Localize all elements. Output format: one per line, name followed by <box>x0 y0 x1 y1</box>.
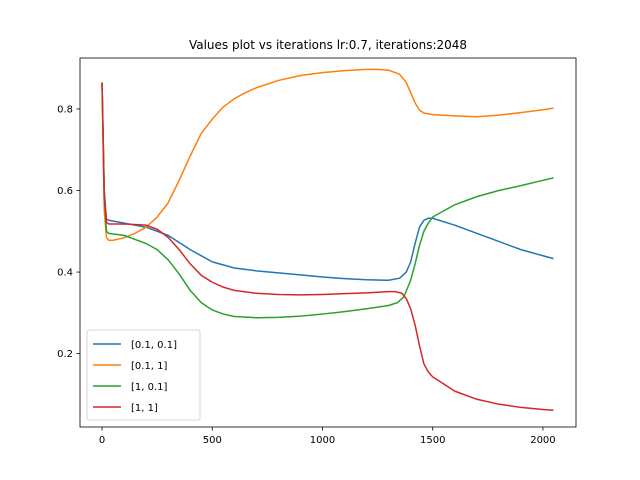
x-tick-label: 500 <box>203 435 222 446</box>
series-line-3 <box>101 82 554 412</box>
series-line-1 <box>101 68 554 242</box>
y-tick-label: 0.2 <box>57 349 73 360</box>
legend-label: [0.1, 1] <box>131 361 168 372</box>
y-axis: 0.2 0.4 0.6 0.8 <box>57 104 80 360</box>
x-tick-label: 2000 <box>530 435 555 446</box>
legend-box <box>86 329 201 421</box>
series-group <box>101 68 554 412</box>
x-axis: 0 500 1000 1500 2000 <box>99 427 556 446</box>
series-line-2 <box>101 82 554 319</box>
legend-label: [1, 0.1] <box>131 382 168 393</box>
y-tick-label: 0.6 <box>57 186 73 197</box>
y-tick-label: 0.8 <box>57 104 73 115</box>
y-tick-label: 0.4 <box>57 268 73 279</box>
chart-title: Values plot vs iterations lr:0.7, iterat… <box>189 38 467 52</box>
x-tick-label: 1000 <box>310 435 335 446</box>
x-tick-label: 0 <box>99 435 105 446</box>
axes-frame <box>79 57 577 428</box>
legend: [0.1, 0.1] [0.1, 1] [1, 0.1] [1, 1] <box>86 329 201 421</box>
x-tick-label: 1500 <box>420 435 445 446</box>
legend-label: [0.1, 0.1] <box>131 340 177 351</box>
legend-label: [1, 1] <box>131 403 158 414</box>
